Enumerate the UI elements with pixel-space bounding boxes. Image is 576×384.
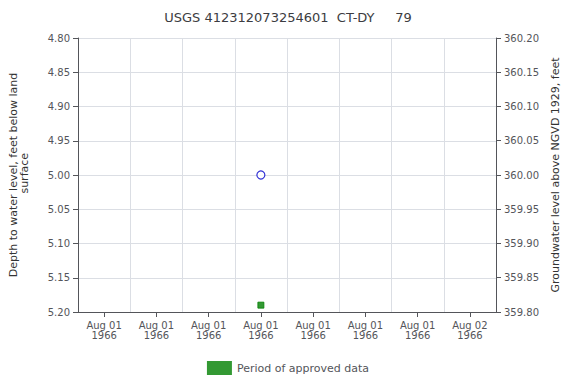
- svg-text:5.20: 5.20: [48, 307, 70, 318]
- svg-text:4.90: 4.90: [48, 101, 70, 112]
- svg-text:5.10: 5.10: [48, 238, 70, 249]
- svg-text:1966: 1966: [144, 330, 169, 341]
- svg-text:Aug 01: Aug 01: [190, 319, 227, 331]
- svg-text:Aug 02: Aug 02: [452, 319, 488, 331]
- svg-text:Aug 01: Aug 01: [295, 319, 331, 331]
- svg-text:360.20: 360.20: [504, 33, 539, 44]
- svg-text:Aug 01: Aug 01: [138, 319, 175, 331]
- svg-text:360.00: 360.00: [504, 170, 539, 181]
- svg-text:360.10: 360.10: [504, 101, 539, 112]
- svg-text:USGS 412312073254601 CT-DY: USGS 412312073254601 CT-DY 79: [164, 10, 412, 25]
- svg-text:359.85: 359.85: [504, 272, 539, 283]
- svg-text:5.15: 5.15: [48, 272, 70, 283]
- svg-text:4.85: 4.85: [48, 67, 70, 78]
- svg-text:4.95: 4.95: [48, 135, 70, 146]
- svg-text:360.05: 360.05: [504, 135, 539, 146]
- svg-text:360.15: 360.15: [504, 67, 539, 78]
- svg-text:1966: 1966: [353, 330, 378, 341]
- svg-text:1966: 1966: [196, 330, 221, 341]
- svg-text:Aug 01: Aug 01: [347, 319, 384, 331]
- svg-text:359.90: 359.90: [504, 238, 539, 249]
- svg-text:Aug 01: Aug 01: [86, 319, 122, 331]
- svg-text:Groundwater level above NGVD 1: Groundwater level above NGVD 1929, feet: [549, 57, 562, 293]
- svg-text:Depth to water level, feet bel: Depth to water level, feet below land: [7, 72, 20, 278]
- svg-text:1966: 1966: [248, 330, 273, 341]
- svg-text:1966: 1966: [405, 330, 430, 341]
- svg-text:Period of approved data: Period of approved data: [237, 362, 369, 375]
- svg-text:Aug 01: Aug 01: [399, 319, 436, 331]
- svg-text:1966: 1966: [457, 330, 482, 341]
- svg-text:359.80: 359.80: [504, 307, 539, 318]
- svg-text:1966: 1966: [300, 330, 325, 341]
- svg-text:5.00: 5.00: [48, 170, 70, 181]
- svg-text:1966: 1966: [91, 330, 116, 341]
- svg-text:4.80: 4.80: [48, 33, 70, 44]
- svg-text:Aug 01: Aug 01: [243, 319, 279, 331]
- svg-text:surface: surface: [18, 153, 31, 197]
- svg-text:5.05: 5.05: [48, 204, 70, 215]
- svg-text:359.95: 359.95: [504, 204, 539, 215]
